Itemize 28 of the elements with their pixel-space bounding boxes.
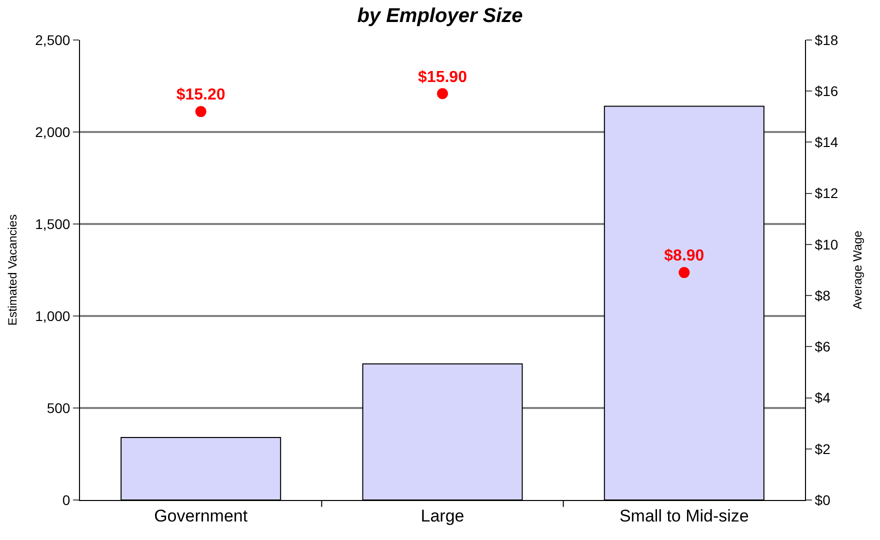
- y-tick-label: 2,000: [35, 124, 70, 140]
- y2-tick-label: $6: [814, 338, 831, 355]
- y2-tick-label: $12: [814, 185, 838, 202]
- y2-tick-label: $16: [814, 83, 838, 100]
- point: [195, 106, 206, 118]
- point: [437, 88, 448, 100]
- data-label: $15.90: [418, 68, 468, 86]
- y2-tick-label: $2: [814, 440, 831, 457]
- y2-tick-label: $8: [814, 287, 831, 304]
- y-axis-title: Estimated Vacancies: [5, 214, 20, 326]
- chart-title: by Employer Size: [357, 5, 523, 28]
- x-tick-label: Government: [154, 506, 248, 526]
- y2-tick-label: $0: [814, 492, 831, 508]
- x-tick-label: Large: [420, 506, 464, 526]
- data-label: $15.20: [176, 86, 226, 104]
- y-tick-label: 1,000: [35, 308, 70, 324]
- y2-axis-title: Average Wage: [850, 230, 864, 310]
- y2-tick-label: $10: [814, 236, 838, 252]
- data-label: $8.90: [664, 248, 704, 265]
- y-tick-label: 1,500: [35, 216, 70, 232]
- point: [678, 267, 690, 278]
- x-tick-label: Small to Mid-size: [619, 506, 749, 526]
- y-tick-label: 0: [62, 492, 70, 508]
- y-tick-label: 500: [46, 400, 70, 416]
- y2-tick-label: $4: [814, 390, 831, 406]
- y-tick-label: 2,500: [35, 32, 70, 48]
- y2-tick-label: $14: [814, 134, 838, 150]
- y2-tick-label: $18: [814, 32, 838, 48]
